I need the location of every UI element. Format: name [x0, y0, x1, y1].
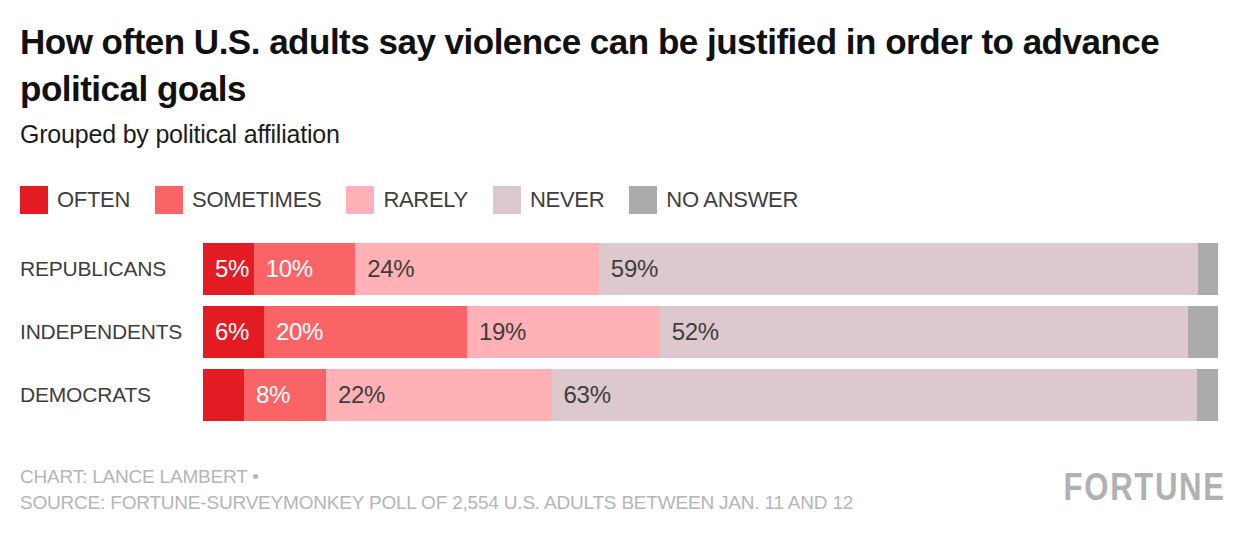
legend-label: RARELY — [383, 187, 468, 213]
bar-segment-no-answer — [1198, 243, 1218, 295]
chart-row-republicans: REPUBLICANS5%10%24%59% — [20, 243, 1218, 295]
bar-segment-often — [203, 369, 244, 421]
chart-source: SOURCE: FORTUNE-SURVEYMONKEY POLL OF 2,5… — [20, 490, 853, 516]
legend-swatch-icon — [493, 186, 521, 214]
chart-header: How often U.S. adults say violence can b… — [20, 18, 1210, 149]
legend-swatch-icon — [20, 186, 48, 214]
legend-item-rarely: RARELY — [346, 186, 468, 214]
chart-row-independents: INDEPENDENTS6%20%19%52% — [20, 306, 1218, 358]
legend-item-often: OFTEN — [20, 186, 130, 214]
bar-segment-rarely: 22% — [326, 369, 552, 421]
chart-credit: CHART: LANCE LAMBERT • — [20, 464, 853, 490]
legend-item-never: NEVER — [493, 186, 604, 214]
legend-label: NO ANSWER — [666, 187, 798, 213]
bar-segment-sometimes: 8% — [244, 369, 326, 421]
row-label: REPUBLICANS — [20, 243, 203, 295]
bar-republicans: 5%10%24%59% — [203, 243, 1218, 295]
legend-swatch-icon — [346, 186, 374, 214]
bar-segment-often: 6% — [203, 306, 264, 358]
stacked-bar-chart: REPUBLICANS5%10%24%59%INDEPENDENTS6%20%1… — [20, 243, 1218, 432]
bar-segment-no-answer — [1188, 306, 1218, 358]
legend-label: NEVER — [530, 187, 604, 213]
legend-item-sometimes: SOMETIMES — [155, 186, 321, 214]
bar-independents: 6%20%19%52% — [203, 306, 1218, 358]
row-label: DEMOCRATS — [20, 369, 203, 421]
bar-segment-never: 63% — [552, 369, 1198, 421]
bar-segment-no-answer — [1197, 369, 1218, 421]
chart-footer: CHART: LANCE LAMBERT • SOURCE: FORTUNE-S… — [20, 464, 853, 516]
legend: OFTEN SOMETIMES RARELY NEVER NO ANSWER — [20, 186, 798, 214]
legend-label: SOMETIMES — [192, 187, 321, 213]
bar-segment-rarely: 19% — [467, 306, 660, 358]
fortune-logo: FORTUNE — [1064, 466, 1226, 509]
bar-segment-rarely: 24% — [355, 243, 599, 295]
row-label: INDEPENDENTS — [20, 306, 203, 358]
bar-segment-never: 59% — [599, 243, 1198, 295]
bar-segment-often: 5% — [203, 243, 254, 295]
bar-segment-sometimes: 20% — [264, 306, 467, 358]
bar-democrats: 8%22%63% — [203, 369, 1218, 421]
chart-row-democrats: DEMOCRATS8%22%63% — [20, 369, 1218, 421]
chart-subtitle: Grouped by political affiliation — [20, 120, 1210, 149]
legend-label: OFTEN — [57, 187, 130, 213]
bar-segment-sometimes: 10% — [254, 243, 356, 295]
legend-item-no-answer: NO ANSWER — [629, 186, 798, 214]
chart-title: How often U.S. adults say violence can b… — [20, 18, 1160, 112]
bar-segment-never: 52% — [660, 306, 1188, 358]
legend-swatch-icon — [629, 186, 657, 214]
legend-swatch-icon — [155, 186, 183, 214]
